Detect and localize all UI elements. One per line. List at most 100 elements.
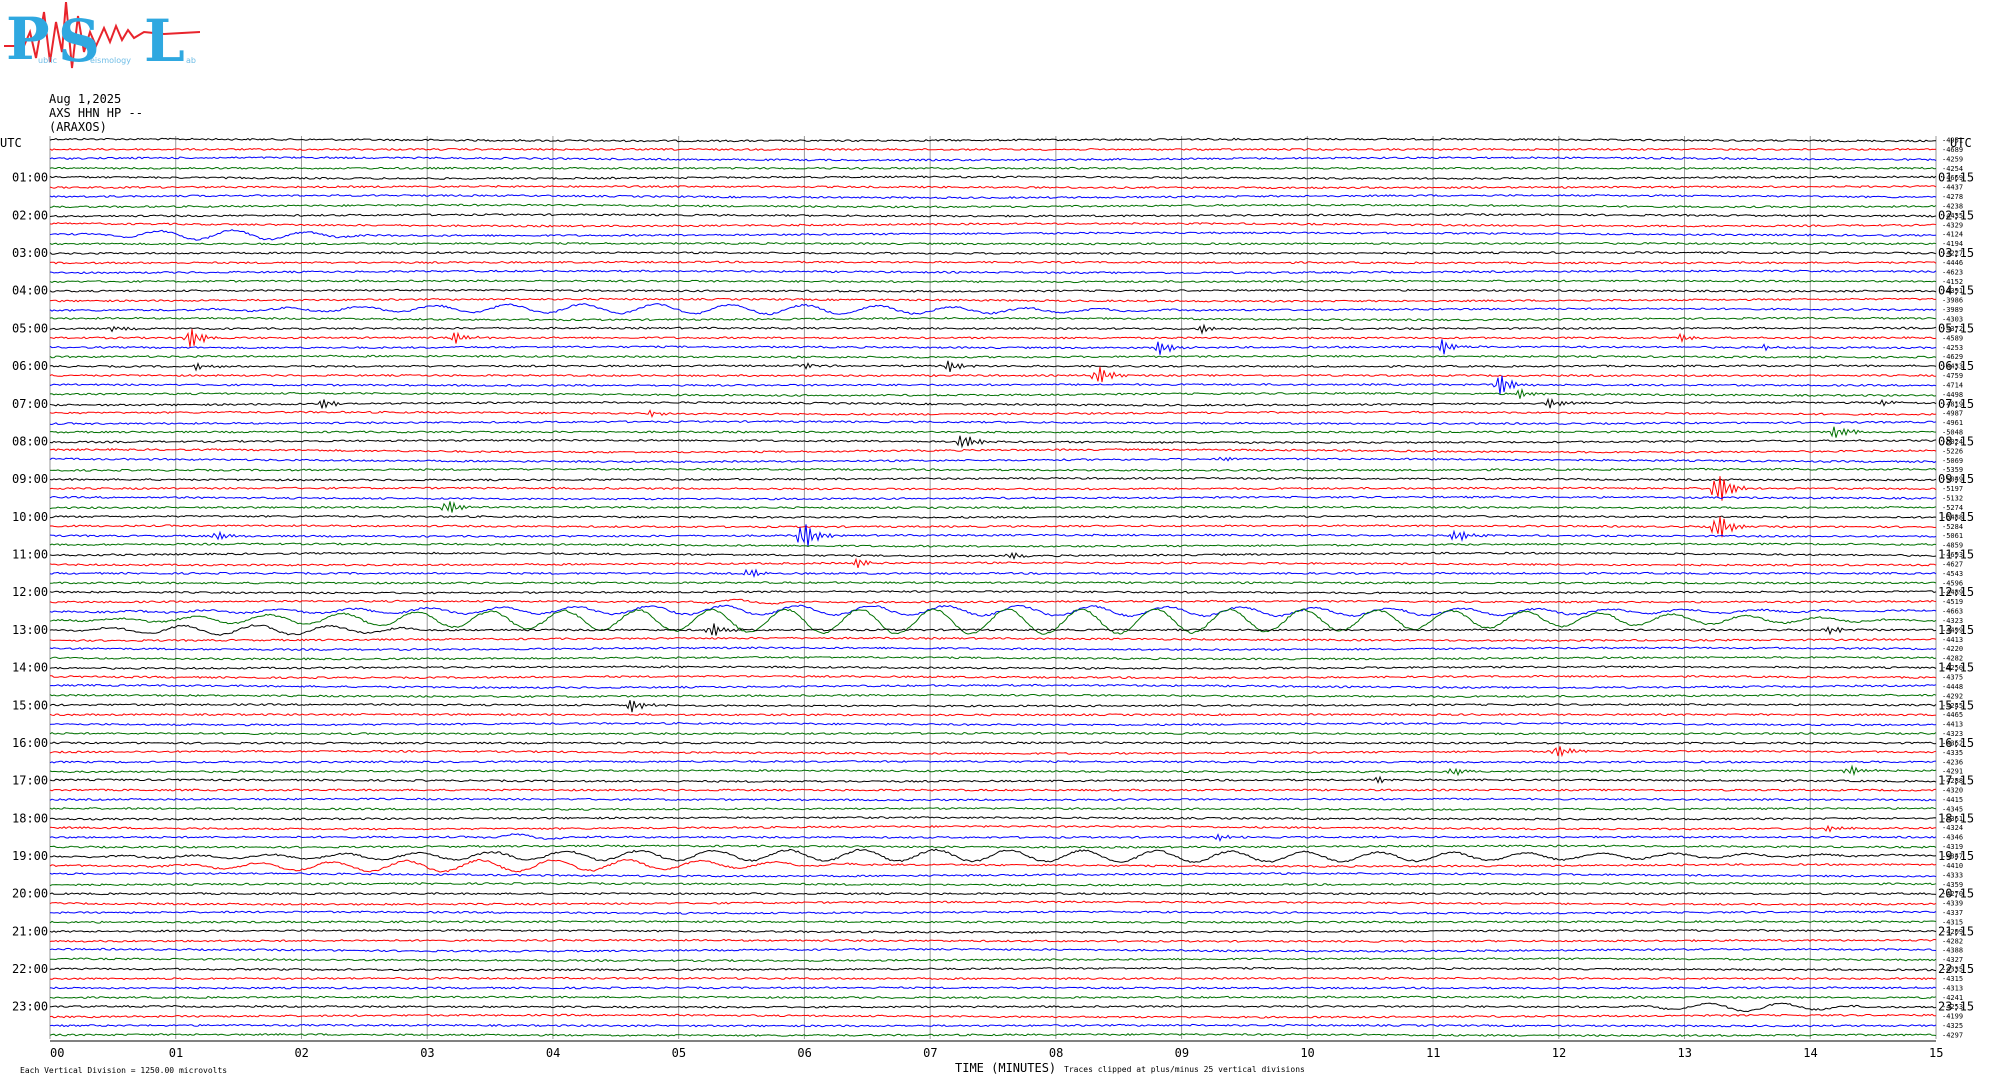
right-axis-title: UTC: [1950, 136, 1972, 150]
trace-offset-label: -4347: [1942, 853, 1963, 861]
x-tick-label: 15: [1929, 1046, 1943, 1060]
x-tick-label: 02: [294, 1046, 308, 1060]
trace-offset-label: -4759: [1942, 372, 1963, 380]
trace-line-74: [49, 833, 1937, 842]
trace-offset-label: -5024: [1942, 438, 1963, 446]
trace-offset-label: -5197: [1942, 485, 1963, 493]
trace-offset-label: -4446: [1942, 259, 1963, 267]
trace-line-15: [49, 279, 1937, 284]
right-hour-label: 11:15: [1938, 548, 1974, 562]
right-hour-label: 23:15: [1938, 1000, 1974, 1014]
trace-line-60: [49, 700, 1937, 713]
trace-offset-label: -4669: [1942, 174, 1963, 182]
trace-line-88: [49, 966, 1937, 972]
trace-offset-label: -5226: [1942, 447, 1963, 455]
left-hour-label: 19:00: [12, 849, 48, 863]
trace-offset-label: -4339: [1942, 900, 1963, 908]
trace-offset-label: -4297: [1942, 1032, 1963, 1040]
trace-line-51: [49, 608, 1937, 635]
trace-line-81: [49, 900, 1937, 906]
trace-line-7: [49, 203, 1937, 209]
trace-offset-label: -4227: [1942, 250, 1963, 258]
trace-line-16: [49, 288, 1937, 293]
trace-line-54: [49, 646, 1937, 651]
trace-offset-label: -4236: [1942, 758, 1963, 766]
trace-offset-label: -4337: [1942, 909, 1963, 917]
trace-line-36: [49, 476, 1937, 482]
trace-line-78: [49, 872, 1937, 878]
trace-line-64: [49, 741, 1937, 745]
trace-line-49: [49, 598, 1937, 605]
trace-offset-label: -4324: [1942, 824, 1963, 832]
trace-offset-label: -4199: [1942, 1013, 1963, 1021]
trace-offset-label: -4410: [1942, 862, 1963, 870]
right-hour-label: 03:15: [1938, 246, 1974, 260]
right-hour-label: 08:15: [1938, 434, 1974, 448]
trace-offset-label: -5048: [1942, 429, 1963, 437]
x-tick-label: 08: [1049, 1046, 1063, 1060]
trace-offset-label: -4489: [1942, 589, 1963, 597]
trace-offset-label: -4282: [1942, 655, 1963, 663]
trace-line-85: [49, 938, 1937, 943]
trace-line-63: [49, 731, 1937, 736]
trace-line-89: [49, 976, 1937, 981]
trace-offset-label: -4465: [1942, 711, 1963, 719]
trace-offset-label: -4435: [1942, 212, 1963, 220]
trace-offset-label: -4241: [1942, 994, 1963, 1002]
trace-offset-label: -4388: [1942, 947, 1963, 955]
x-tick-label: 09: [1175, 1046, 1189, 1060]
trace-line-23: [49, 354, 1937, 359]
x-tick-label: 12: [1552, 1046, 1566, 1060]
trace-offset-label: -4437: [1942, 184, 1963, 192]
trace-offset-label: -5132: [1942, 495, 1963, 503]
trace-line-65: [49, 746, 1937, 758]
trace-line-30: [49, 420, 1937, 426]
x-tick-label: 14: [1803, 1046, 1817, 1060]
left-hour-label: 11:00: [12, 548, 48, 562]
trace-offset-label: -5049: [1942, 476, 1963, 484]
left-hour-label: 09:00: [12, 472, 48, 486]
trace-line-66: [49, 759, 1937, 764]
trace-offset-label: -4623: [1942, 268, 1963, 276]
trace-line-90: [49, 986, 1937, 990]
trace-offset-label: -5359: [1942, 466, 1963, 474]
right-hour-label: 06:15: [1938, 359, 1974, 373]
header-site: (ARAXOS): [49, 120, 107, 134]
x-tick-label: 05: [672, 1046, 686, 1060]
scale-note: Each Vertical Division = 1250.00 microvo…: [20, 1066, 227, 1075]
right-hour-label: 13:15: [1938, 623, 1974, 637]
right-hour-label: 19:15: [1938, 849, 1974, 863]
trace-line-17: [49, 297, 1936, 303]
trace-offset-label: -5488: [1942, 513, 1963, 521]
axis-labels: 00 01 02 03 04 05 06 07 08 09 10 11 12 13 14 15-4951-46…: [12, 137, 1974, 1061]
trace-offset-label: -4254: [1942, 165, 1963, 173]
trace-line-18: [49, 303, 1937, 316]
trace-offset-label: -4327: [1942, 956, 1963, 964]
logo-sub-p: ublic: [38, 56, 57, 65]
trace-offset-label: -4663: [1942, 608, 1963, 616]
trace-offset-label: -5284: [1942, 523, 1963, 531]
trace-offset-label: -4375: [1942, 674, 1963, 682]
x-tick-label: 10: [1300, 1046, 1314, 1060]
trace-line-68: [49, 775, 1937, 784]
x-tick-label: 07: [923, 1046, 937, 1060]
left-hour-label: 01:00: [12, 171, 48, 185]
right-hour-label: 01:15: [1938, 171, 1974, 185]
clip-note: Traces clipped at plus/minus 25 vertical…: [1064, 1065, 1305, 1074]
x-tick-label: 06: [797, 1046, 811, 1060]
left-hour-label: 06:00: [12, 359, 48, 373]
trace-line-27: [49, 387, 1937, 399]
left-hour-label: 05:00: [12, 321, 48, 335]
trace-line-28: [49, 397, 1937, 409]
trace-line-3: [49, 166, 1937, 170]
trace-line-83: [49, 920, 1937, 924]
trace-line-56: [49, 665, 1937, 670]
right-hour-label: 05:15: [1938, 321, 1974, 335]
trace-offset-label: -4152: [1942, 278, 1963, 286]
trace-line-93: [49, 1013, 1937, 1019]
x-tick-label: 03: [420, 1046, 434, 1060]
trace-line-39: [49, 501, 1937, 513]
left-hour-label: 22:00: [12, 962, 48, 976]
right-hour-label: 15:15: [1938, 698, 1974, 712]
